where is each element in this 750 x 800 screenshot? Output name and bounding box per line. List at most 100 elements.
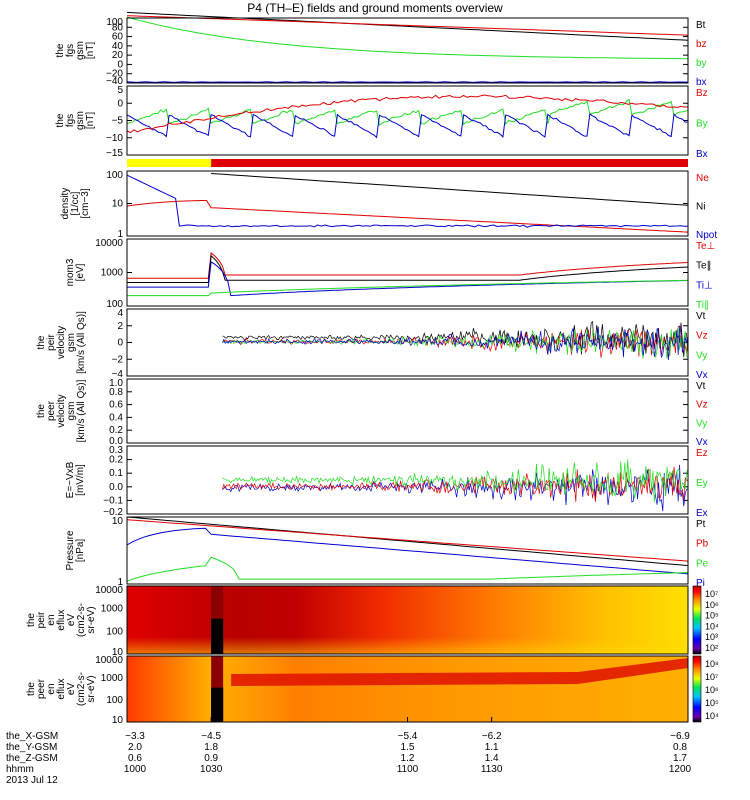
xaxis-date: 2013 Jul 12 [6,775,58,786]
ytick-label: 1000 [101,673,124,684]
series-Pe [126,556,689,582]
series-Pb [126,519,689,562]
panel-5-ylabel: thepeirvelocitygsm[km/s (All Qs)] [36,311,87,374]
series-Bt [126,11,689,41]
ylabel-line: density [60,188,71,220]
xaxis-value: −5.4 [398,731,418,742]
ylabel-line: the [55,43,66,57]
ytick-label: 60 [112,32,124,43]
ytick-label: 0.8 [109,387,123,398]
electron-spectrogram-band [231,658,688,686]
ytick-label: 1000 [101,268,124,279]
panel-1-frame [126,17,689,84]
xaxis-value: 0.6 [128,753,142,764]
panel-4-frame [126,238,689,307]
xaxis-value: 2.0 [128,742,142,753]
legend-Vx: Vx [696,370,708,381]
legend-Pt: Pt [696,519,706,530]
series-Pi [126,527,689,575]
ytick-label: 100 [106,626,123,637]
legend-Vx: Vx [696,437,708,448]
xaxis-row-label: hhmm [6,764,34,775]
ylabel-line: Pressure [65,530,76,570]
ylabel-line: (cm2-s- [76,603,87,637]
ytick-label: 0.0 [109,482,123,493]
xaxis-value: 1000 [124,764,147,775]
xaxis-value: 1130 [481,764,503,775]
ylabel-line: peer [46,400,57,421]
xaxis-value: 0.8 [673,742,687,753]
ylabel-line: gsm [66,333,77,352]
legend-Te∥: Te∥ [696,261,712,272]
ytick-label: 0.3 [109,445,123,456]
colorbar-tick: 10³ [705,632,718,642]
panel-3-ylabel: density[1/cc][cm−3] [60,188,91,220]
legend-bx: bx [696,77,707,88]
panel-6-ylabel: thepeervelocitygsm[km/s (All Qs)] [36,379,87,442]
xaxis-value: 1030 [200,764,223,775]
legend-Vt: Vt [696,381,706,392]
colorbar-tick: 10⁸ [705,659,719,669]
panel-9-frame [126,585,689,655]
legend-Ne: Ne [696,173,709,184]
ylabel-line: peer [36,678,47,699]
ylabel-line: velocity [56,326,67,359]
ytick-label: −0.1 [103,495,123,506]
legend-Ey: Ey [696,478,708,489]
series-Ni [211,173,689,206]
ylabel-line: the [26,682,37,696]
ytick-label: −4 [112,369,124,380]
chart-title: P4 (TH–E) fields and ground moments over… [247,1,503,15]
legend-Vz: Vz [696,331,708,342]
ytick-label: 10 [112,715,124,726]
panel-10-ylabel: thepeerenefluxeV(cm2-s-sr-eV) [26,672,97,706]
series-Vx [222,325,689,361]
ytick-label: 100 [106,17,123,28]
series-Te-par [127,254,689,283]
ylabel-line: [eV] [75,263,86,281]
series-Ez [222,466,689,502]
colorbar-tick: 10⁵ [705,698,719,708]
xaxis-row-label: the_X-GSM [6,731,58,742]
legend-by: by [696,58,707,69]
legend-Bx: Bx [696,149,708,160]
ylabel-line: eflux [56,678,67,699]
ytick-label: 0.6 [109,400,123,411]
colorbar-tick: 10² [705,643,718,653]
legend-Vz: Vz [696,400,708,411]
panel-4-ylabel: mom3[eV] [65,258,86,286]
ylabel-line: fgs [65,114,76,127]
ytick-label: 100 [106,170,123,181]
ylabel-line: [cm−3] [80,188,91,219]
series-Ey [222,459,689,503]
ylabel-line: fgs [65,44,76,57]
ytick-label: −2 [112,354,124,365]
ylabel-line: [nPa] [75,539,86,563]
legend-Ez: Ez [696,448,708,459]
colorbar-tick: 10⁴ [705,711,719,721]
ytick-label: 0.2 [109,425,123,436]
ytick-label: 1 [117,577,123,588]
series-Te-perp [127,252,689,279]
ytick-label: 1000 [101,604,124,615]
ylabel-line: [km/s (All Qs)] [76,311,87,374]
ytick-label: 0.1 [109,468,123,479]
ytick-label: −20 [106,69,123,80]
series-Ti-par [127,279,689,297]
ytick-label: 10 [112,647,124,658]
ytick-label: 80 [112,22,124,33]
legend-Bz: Bz [696,88,708,99]
xaxis-value: 1.7 [673,753,687,764]
ion-spectrogram-gap [211,618,224,654]
panel-7-frame [126,445,689,515]
ylabel-line: [km/s (All Qs)] [76,379,87,442]
series-Pt [126,516,689,567]
ylabel-line: [nT] [85,112,96,129]
ylabel-line: the [26,613,37,627]
ytick-label: 10000 [95,655,123,666]
ytick-label: −0.2 [103,507,123,518]
xaxis-value: −3.3 [125,731,145,742]
xaxis-value: 1200 [669,764,692,775]
legend-Vy: Vy [696,350,707,361]
